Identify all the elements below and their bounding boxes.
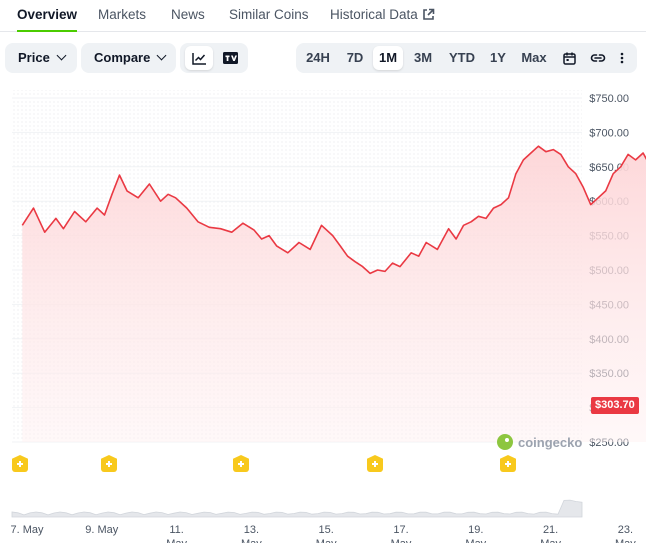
event-marker-icon[interactable] bbox=[12, 455, 28, 472]
event-marker-icon[interactable] bbox=[233, 455, 249, 472]
x-tick-label-continued: May bbox=[241, 538, 262, 543]
x-axis-labels: 7. May 9. May 11. May 13. May 15. May 17. May 19. M… bbox=[10, 524, 636, 543]
range-max-button[interactable]: Max bbox=[521, 50, 547, 65]
range-ytd-button[interactable]: YTD bbox=[449, 50, 475, 65]
range-3m-button[interactable]: 3M bbox=[413, 50, 433, 65]
event-marker-icon[interactable] bbox=[500, 455, 516, 472]
chart-mode-toggle bbox=[180, 43, 248, 73]
compare-dropdown-button[interactable]: Compare bbox=[94, 43, 167, 73]
range-toolbar: 24H 7D 1M 3M YTD 1Y Max bbox=[296, 43, 637, 73]
price-dropdown-label: Price bbox=[18, 50, 50, 65]
range-24h-button[interactable]: 24H bbox=[306, 50, 330, 65]
coingecko-watermark: coingecko bbox=[497, 434, 582, 450]
compare-dropdown[interactable]: Compare bbox=[81, 43, 176, 73]
y-tick-label: $700.00 bbox=[589, 127, 629, 139]
price-dropdown-button[interactable]: Price bbox=[18, 43, 67, 73]
y-tick-label: $750.00 bbox=[589, 93, 629, 105]
tradingview-icon bbox=[222, 52, 238, 64]
x-tick-label-continued: May bbox=[166, 538, 187, 543]
link-icon bbox=[590, 54, 606, 62]
price-series bbox=[21, 145, 646, 442]
current-price-tag: $303.70 bbox=[591, 397, 639, 414]
x-tick-label-continued: May bbox=[540, 538, 561, 543]
event-marker-icon[interactable] bbox=[101, 455, 117, 472]
tab-bar: Overview Markets News Similar Coins Hist… bbox=[0, 0, 646, 32]
x-tick-label-continued: May bbox=[316, 538, 337, 543]
price-dropdown[interactable]: Price bbox=[5, 43, 77, 73]
tab-historical-data[interactable]: Historical Data bbox=[330, 7, 435, 32]
x-tick-label-continued: May bbox=[391, 538, 412, 543]
more-vertical-icon bbox=[620, 52, 624, 64]
x-tick-label: 15. bbox=[319, 524, 334, 536]
x-tick-label: 13. bbox=[244, 524, 259, 536]
compare-dropdown-label: Compare bbox=[94, 50, 151, 65]
volume-strip bbox=[11, 499, 583, 518]
x-tick-label: 7. May bbox=[10, 524, 44, 536]
x-tick-label: 9. May bbox=[85, 524, 119, 536]
range-1y-button[interactable]: 1Y bbox=[490, 50, 506, 65]
range-1m-button[interactable]: 1M bbox=[373, 46, 403, 70]
coingecko-logo-icon bbox=[497, 434, 513, 450]
tab-overview[interactable]: Overview bbox=[17, 7, 78, 32]
range-7d-button[interactable]: 7D bbox=[346, 50, 364, 65]
x-tick-label-continued: May bbox=[465, 538, 486, 543]
price-area-fill bbox=[22, 146, 646, 442]
date-range-button[interactable] bbox=[555, 46, 583, 70]
price-line bbox=[21, 145, 646, 275]
event-marker-icon[interactable] bbox=[367, 455, 383, 472]
line-chart-icon bbox=[191, 52, 206, 65]
external-link-icon bbox=[422, 8, 435, 20]
x-tick-label: 23. bbox=[618, 524, 633, 536]
calendar-icon bbox=[562, 52, 576, 65]
x-tick-label: 17. bbox=[393, 524, 408, 536]
more-options-button[interactable] bbox=[611, 46, 633, 70]
line-chart-mode-button[interactable] bbox=[185, 46, 213, 70]
tab-markets[interactable]: Markets bbox=[98, 7, 147, 22]
x-tick-label: 21. bbox=[543, 524, 558, 536]
share-link-button[interactable] bbox=[584, 46, 612, 70]
tradingview-mode-button[interactable] bbox=[216, 46, 244, 70]
x-tick-label: 11. bbox=[169, 524, 183, 536]
volume-overview bbox=[11, 499, 583, 518]
x-tick-label-continued: May bbox=[615, 538, 636, 543]
tab-historical-data-label: Historical Data bbox=[330, 7, 418, 22]
x-tick-label: 19. bbox=[468, 524, 483, 536]
tab-similar-coins[interactable]: Similar Coins bbox=[229, 7, 309, 22]
tab-news[interactable]: News bbox=[171, 7, 205, 22]
watermark-label: coingecko bbox=[518, 434, 583, 450]
